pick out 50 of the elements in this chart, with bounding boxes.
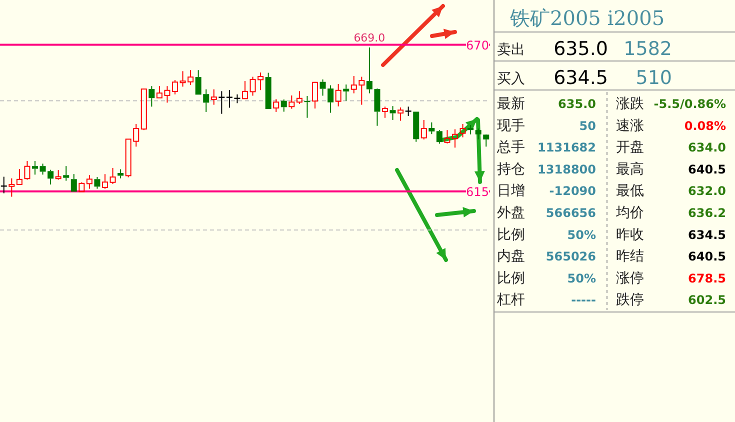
text: 50	[579, 118, 596, 133]
category-label: 跌停	[616, 292, 644, 308]
category-label: 昨结	[616, 248, 644, 265]
text: 1582	[624, 38, 672, 60]
category-label: 比例	[497, 226, 525, 243]
text: 635.0	[554, 38, 608, 60]
category-label: 涨停	[616, 270, 644, 286]
text: 510	[636, 67, 672, 89]
text: 565026	[546, 250, 596, 264]
text: -5.5/0.86%	[654, 97, 726, 111]
text: 636.2	[688, 206, 726, 220]
y-tick-label: 670	[466, 38, 489, 52]
text: 50%	[567, 271, 596, 286]
category-label: 持仓	[497, 161, 525, 178]
category-label: 均价	[615, 205, 644, 221]
text: 678.5	[688, 271, 726, 286]
category-label: 最高	[616, 161, 644, 178]
category-label: 昨收	[616, 226, 644, 243]
category-label: 内盘	[497, 248, 525, 265]
text: 635.0	[558, 97, 596, 111]
text: 602.5	[688, 293, 726, 308]
category-label: 比例	[497, 270, 525, 286]
text: 632.0	[688, 184, 726, 198]
category-label: 日增	[497, 183, 525, 200]
text: 634.5	[688, 228, 726, 242]
text: -----	[571, 293, 596, 308]
y-tick-label: 615	[466, 184, 489, 199]
text: 634.5	[554, 67, 608, 89]
category-label: 速涨	[616, 118, 644, 134]
category-label: 最新	[497, 96, 525, 112]
text: -12090	[549, 184, 596, 198]
text: 640.5	[688, 162, 726, 176]
category-label: 涨跌	[616, 96, 644, 112]
annotation: 669.0	[354, 31, 386, 44]
text: 640.5	[688, 250, 726, 264]
text: 634.0	[688, 140, 726, 155]
category-label: 买入	[497, 71, 525, 87]
category-label: 最低	[616, 183, 644, 200]
text: 1131682	[538, 140, 596, 155]
category-label: 外盘	[497, 205, 525, 221]
text: 50%	[567, 228, 596, 242]
category-label: 卖出	[497, 42, 525, 58]
category-label: 开盘	[616, 140, 644, 156]
text: 0.08%	[684, 118, 726, 133]
category-label: 总手	[496, 140, 525, 156]
category-label: 现手	[497, 118, 525, 134]
text: 铁矿2005 i2005	[509, 6, 665, 30]
text: 566656	[546, 206, 596, 220]
category-label: 杠杆	[496, 292, 525, 308]
text: 1318800	[538, 162, 596, 176]
